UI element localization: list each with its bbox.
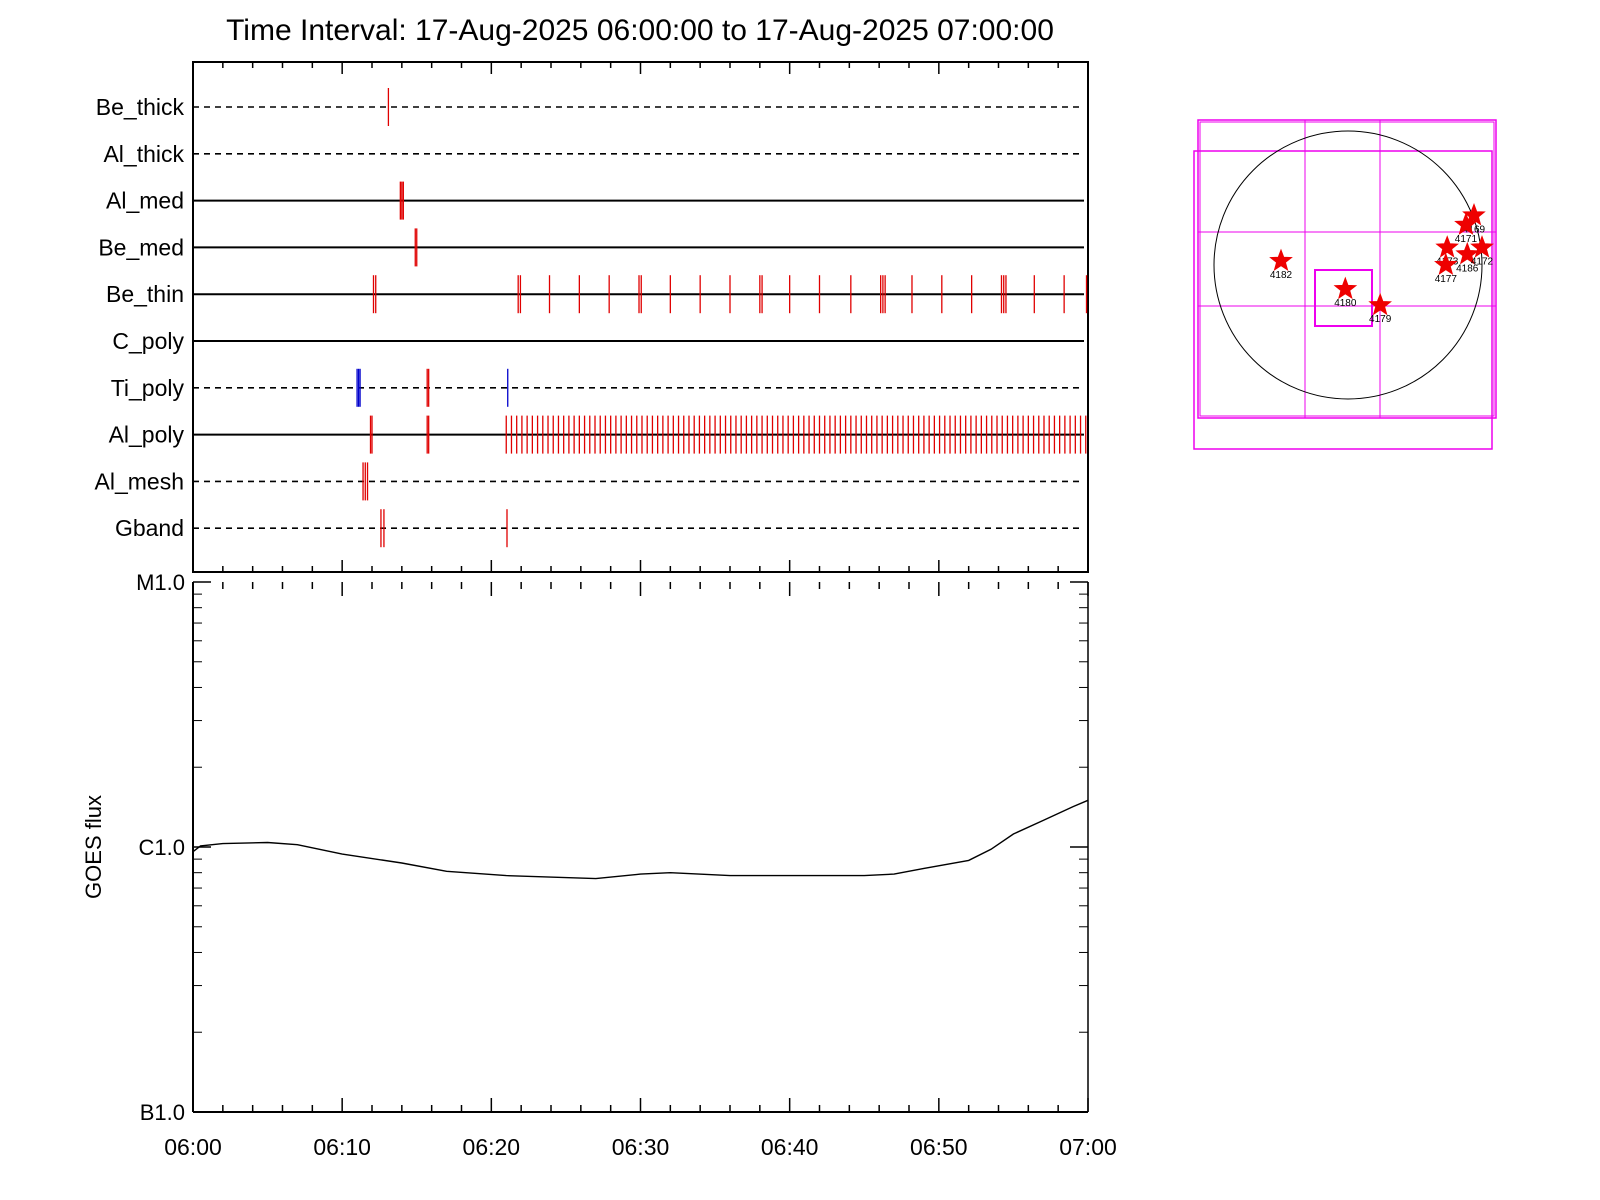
row-label-al-thick: Al_thick xyxy=(103,141,184,167)
goes-y-tick-label: C1.0 xyxy=(139,835,185,860)
goes-x-tick-label: 06:20 xyxy=(463,1134,521,1160)
fov-box-small xyxy=(1314,269,1373,327)
goes-y-tick-label: B1.0 xyxy=(140,1100,185,1125)
sun-map-panel: 418241804179416941714173417741864172 xyxy=(1193,119,1497,450)
region-star-icon xyxy=(1455,241,1480,265)
row-label-ti-poly: Ti_poly xyxy=(111,375,185,401)
region-star-icon xyxy=(1333,276,1358,300)
goes-x-tick-label: 06:00 xyxy=(164,1134,222,1160)
region-star-icon xyxy=(1462,202,1486,226)
sun-limb xyxy=(1213,130,1483,400)
goes-y-tick-label: M1.0 xyxy=(136,570,185,595)
goes-x-tick-label: 06:10 xyxy=(313,1134,371,1160)
region-label: 4172 xyxy=(1471,257,1494,268)
row-label-gband: Gband xyxy=(115,515,184,541)
region-label: 4169 xyxy=(1463,224,1486,235)
goes-x-tick-label: 06:50 xyxy=(910,1134,968,1160)
fov-box xyxy=(1193,150,1493,450)
region-label: 4171 xyxy=(1455,234,1478,245)
region-label: 4180 xyxy=(1334,298,1357,309)
row-label-be-med: Be_med xyxy=(98,234,184,260)
goes-x-tick-label: 06:30 xyxy=(612,1134,670,1160)
row-label-al-mesh: Al_mesh xyxy=(95,468,184,494)
goes-x-tick-label: 06:40 xyxy=(761,1134,819,1160)
region-star-icon xyxy=(1434,252,1458,276)
chart-title: Time Interval: 17-Aug-2025 06:00:00 to 1… xyxy=(226,14,1054,47)
region-label: 4182 xyxy=(1270,270,1293,281)
region-star-icon xyxy=(1470,235,1494,258)
fov-box xyxy=(1197,119,1497,419)
goes-flux-panel: B1.0 C1.0 M1.0 GOES flux 06:00 06:10 06:20 06:3… xyxy=(81,570,1117,1160)
row-label-be-thin: Be_thin xyxy=(106,281,184,307)
region-star-icon xyxy=(1368,292,1392,316)
row-label-be-thick: Be_thick xyxy=(96,94,185,120)
region-label: 4177 xyxy=(1435,274,1458,285)
region-label: 4179 xyxy=(1369,314,1392,325)
timeline-frame xyxy=(192,61,1089,573)
goes-flux-line xyxy=(192,799,1089,880)
region-star-icon xyxy=(1435,235,1459,258)
row-label-al-poly: Al_poly xyxy=(109,422,185,448)
goes-y-axis-label: GOES flux xyxy=(81,795,106,899)
region-star-icon xyxy=(1269,248,1293,272)
goes-x-tick-label: 07:00 xyxy=(1059,1134,1117,1160)
region-label: 4186 xyxy=(1456,263,1479,274)
row-label-al-med: Al_med xyxy=(106,188,184,214)
event-timeline-panel: Be_thick Al_thick Al_med Be_med Be_thin C_pol… xyxy=(95,61,1089,573)
region-star-icon xyxy=(1454,212,1478,235)
fov-box xyxy=(1199,121,1495,417)
row-label-c-poly: C_poly xyxy=(112,328,184,354)
